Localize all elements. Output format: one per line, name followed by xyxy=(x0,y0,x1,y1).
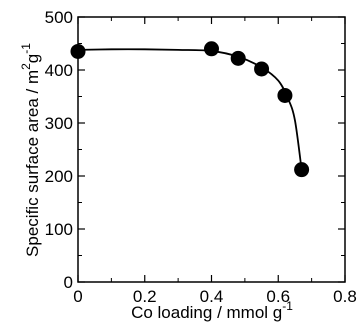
y-tick-label: 300 xyxy=(45,114,73,133)
data-point xyxy=(277,87,293,103)
y-axis-label: Specific surface area / m2g-1 xyxy=(19,43,42,257)
x-axis-label-sup: -1 xyxy=(282,299,293,313)
y-axis-label-sup2: -1 xyxy=(19,43,33,54)
y-axis-label-sup1: 2 xyxy=(19,63,33,70)
x-axis-label: Co loading / mmol g-1 xyxy=(131,299,293,322)
data-point xyxy=(230,50,246,66)
y-tick-label: 200 xyxy=(45,167,73,186)
x-tick-label: 0 xyxy=(73,287,82,306)
y-tick-label: 100 xyxy=(45,220,73,239)
y-axis-label-mid: g xyxy=(23,54,42,63)
x-tick-label: 0.4 xyxy=(200,287,224,306)
x-tick-label: 0.2 xyxy=(133,287,157,306)
plot-frame xyxy=(77,16,346,283)
data-point xyxy=(70,43,86,59)
x-tick-label: 0.8 xyxy=(333,287,357,306)
y-tick-label: 400 xyxy=(45,61,73,80)
x-tick-label: 0.6 xyxy=(266,287,290,306)
y-tick-label: 500 xyxy=(45,8,73,27)
data-point xyxy=(204,41,219,57)
plot-area: 0 0.2 0.4 0.6 0.8 0 100 200 300 400 500 xyxy=(45,8,357,306)
data-point xyxy=(254,61,270,77)
x-axis-label-main: Co loading / mmol g xyxy=(131,303,282,322)
y-tick-label: 0 xyxy=(64,273,73,292)
y-axis-label-main: Specific surface area / m xyxy=(23,70,42,257)
data-point xyxy=(294,162,310,178)
